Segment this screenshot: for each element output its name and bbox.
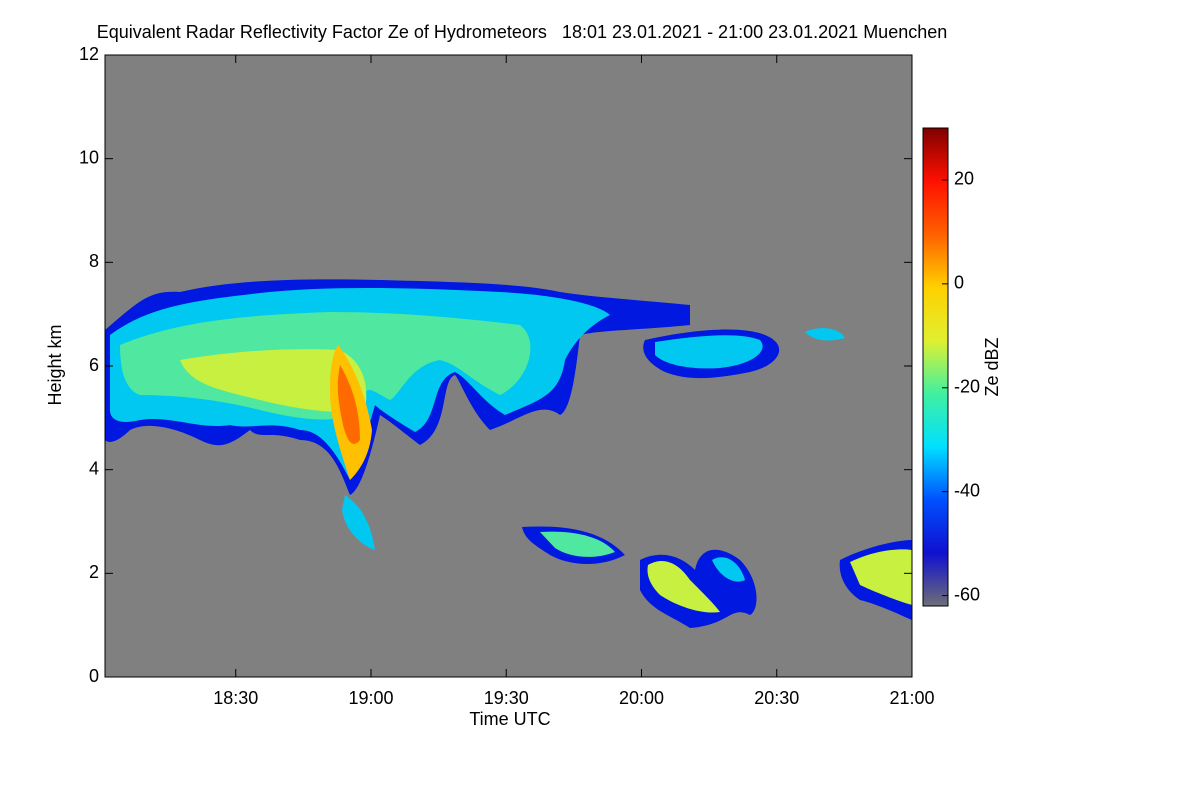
x-tick-label: 19:30 bbox=[484, 688, 529, 708]
colorbar-tick-label: -60 bbox=[954, 584, 980, 604]
colorbar bbox=[922, 127, 949, 607]
y-tick-label: 8 bbox=[89, 251, 99, 271]
echo-region bbox=[342, 495, 375, 550]
x-tick-label: 20:30 bbox=[754, 688, 799, 708]
y-tick-label: 6 bbox=[89, 355, 99, 375]
y-tick-label: 2 bbox=[89, 562, 99, 582]
colorbar-tick-label: 20 bbox=[954, 169, 974, 189]
y-tick-label: 4 bbox=[89, 458, 99, 478]
echo-region bbox=[180, 349, 367, 412]
chart-title: Equivalent Radar Reflectivity Factor Ze … bbox=[97, 22, 948, 42]
echo-region bbox=[712, 557, 745, 582]
y-tick-label: 12 bbox=[79, 44, 99, 64]
x-tick-label: 21:00 bbox=[889, 688, 934, 708]
echo-region bbox=[540, 531, 615, 557]
colorbar-tick-label: -40 bbox=[954, 480, 980, 500]
x-tick-label: 20:00 bbox=[619, 688, 664, 708]
y-tick-label: 0 bbox=[89, 666, 99, 686]
colorbar-tick-label: -20 bbox=[954, 377, 980, 397]
echo-regions bbox=[105, 279, 912, 628]
y-axis-label: Height km bbox=[45, 324, 65, 405]
colorbar-label: Ze dBZ bbox=[982, 337, 1002, 396]
x-tick-label: 18:30 bbox=[213, 688, 258, 708]
y-tick-label: 10 bbox=[79, 147, 99, 167]
echo-region bbox=[655, 335, 763, 369]
colorbar-tick-label: 0 bbox=[954, 273, 964, 293]
echo-region bbox=[850, 549, 912, 605]
echo-region bbox=[805, 328, 845, 341]
x-axis-label: Time UTC bbox=[469, 709, 550, 729]
x-tick-label: 19:00 bbox=[348, 688, 393, 708]
echo-region bbox=[647, 560, 720, 613]
echo-region bbox=[337, 365, 360, 444]
